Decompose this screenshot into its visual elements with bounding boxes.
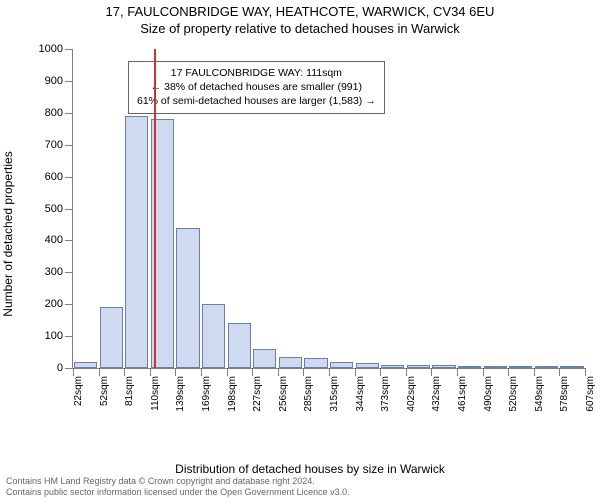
x-tick-label: 227sqm: [252, 376, 263, 412]
x-tick-label: 461sqm: [457, 376, 468, 412]
x-tick: [431, 368, 432, 376]
info-line-1: 17 FAULCONBRIDGE WAY: 111sqm: [137, 66, 376, 80]
y-tick-label: 400: [45, 234, 73, 246]
x-tick: [252, 368, 253, 376]
x-tick-label: 52sqm: [99, 376, 110, 406]
x-tick-label: 490sqm: [483, 376, 494, 412]
x-tick-label: 402sqm: [406, 376, 417, 412]
x-tick: [99, 368, 100, 376]
y-tick-label: 100: [45, 330, 73, 342]
histogram-bar: [253, 349, 276, 368]
histogram-bar: [228, 323, 251, 368]
x-tick: [329, 368, 330, 376]
histogram-bar: [125, 116, 148, 368]
histogram-bar: [432, 365, 455, 368]
x-tick-label: 22sqm: [73, 376, 84, 406]
x-tick: [278, 368, 279, 376]
x-tick-label: 169sqm: [201, 376, 212, 412]
footer: Contains HM Land Registry data © Crown c…: [6, 476, 594, 498]
y-axis-label: Number of detached properties: [1, 151, 15, 316]
x-tick: [534, 368, 535, 376]
x-tick: [559, 368, 560, 376]
y-tick-label: 900: [45, 75, 73, 87]
x-tick: [175, 368, 176, 376]
x-tick: [457, 368, 458, 376]
histogram-bar: [176, 228, 199, 368]
histogram-bar: [509, 366, 532, 368]
x-tick-label: 139sqm: [175, 376, 186, 412]
x-tick-label: 432sqm: [431, 376, 442, 412]
x-tick-label: 198sqm: [227, 376, 238, 412]
y-tick-label: 800: [45, 107, 73, 119]
info-line-2: ← 38% of detached houses are smaller (99…: [137, 80, 376, 94]
x-tick: [201, 368, 202, 376]
x-tick: [73, 368, 74, 376]
x-axis-label: Distribution of detached houses by size …: [175, 462, 445, 476]
histogram-bar: [458, 366, 481, 368]
x-tick: [124, 368, 125, 376]
histogram-bar: [100, 307, 123, 368]
info-line-3: 61% of semi-detached houses are larger (…: [137, 94, 376, 108]
x-tick-label: 373sqm: [380, 376, 391, 412]
info-box: 17 FAULCONBRIDGE WAY: 111sqm ← 38% of de…: [128, 61, 385, 114]
y-tick-label: 700: [45, 139, 73, 151]
chart-container: Number of detached properties 17 FAULCON…: [30, 44, 590, 424]
histogram-bar: [304, 358, 327, 368]
histogram-bar: [535, 366, 558, 368]
footer-line-2: Contains public sector information licen…: [6, 487, 594, 498]
y-tick-label: 500: [45, 203, 73, 215]
x-tick: [508, 368, 509, 376]
x-tick-label: 81sqm: [124, 376, 135, 406]
x-tick: [380, 368, 381, 376]
histogram-bar: [484, 366, 507, 368]
x-tick: [303, 368, 304, 376]
y-tick-label: 600: [45, 171, 73, 183]
x-tick-label: 285sqm: [303, 376, 314, 412]
x-tick-label: 520sqm: [508, 376, 519, 412]
x-tick: [150, 368, 151, 376]
histogram-bar: [356, 363, 379, 368]
histogram-bar: [560, 366, 583, 368]
histogram-bar: [330, 362, 353, 368]
property-marker-line: [154, 49, 156, 368]
x-tick: [227, 368, 228, 376]
histogram-bar: [74, 362, 97, 368]
page-title-2: Size of property relative to detached ho…: [0, 21, 600, 36]
histogram-bar: [407, 365, 430, 368]
y-tick-label: 200: [45, 298, 73, 310]
x-tick-label: 344sqm: [355, 376, 366, 412]
x-tick: [483, 368, 484, 376]
x-tick-label: 578sqm: [559, 376, 570, 412]
x-tick-label: 110sqm: [150, 376, 161, 411]
x-tick: [585, 368, 586, 376]
y-tick-label: 300: [45, 266, 73, 278]
x-tick: [355, 368, 356, 376]
x-tick-label: 549sqm: [534, 376, 545, 412]
y-tick-label: 0: [57, 362, 73, 374]
histogram-bar: [381, 365, 404, 368]
plot-area: 17 FAULCONBRIDGE WAY: 111sqm ← 38% of de…: [72, 49, 585, 369]
y-tick-label: 1000: [39, 43, 73, 55]
x-tick-label: 315sqm: [329, 376, 340, 412]
x-tick-label: 256sqm: [278, 376, 289, 412]
x-tick-label: 607sqm: [585, 376, 596, 412]
x-tick: [406, 368, 407, 376]
page-title-1: 17, FAULCONBRIDGE WAY, HEATHCOTE, WARWIC…: [0, 4, 600, 19]
histogram-bar: [202, 304, 225, 368]
footer-line-1: Contains HM Land Registry data © Crown c…: [6, 476, 594, 487]
histogram-bar: [279, 357, 302, 368]
